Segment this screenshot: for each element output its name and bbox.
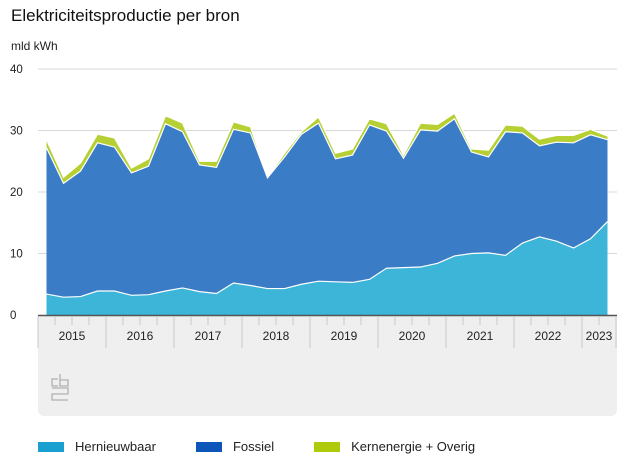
series-boundary-line: [45, 117, 608, 185]
series-boundary-line: [46, 221, 608, 298]
x-tick-label: 2017: [195, 329, 222, 343]
y-axis-label: mld kWh: [11, 39, 58, 53]
legend-label: Fossiel: [232, 439, 275, 454]
x-tick-label: 2018: [263, 329, 290, 343]
cbs-logo: [51, 374, 69, 401]
legend-item-fossiel[interactable]: Fossiel: [195, 439, 275, 454]
legend-item-kernenergie-overig[interactable]: Kernenergie + Overig: [314, 439, 475, 454]
x-axis-band: [38, 315, 617, 416]
y-tick-label: 20: [10, 187, 23, 199]
x-tick-label: 2023: [586, 329, 613, 343]
y-tick-label: 0: [10, 310, 16, 322]
x-tick-label: 2021: [467, 329, 494, 343]
y-tick-label: 40: [10, 64, 23, 76]
legend: Hernieuwbaar Fossiel Kernenergie + Overi…: [38, 439, 515, 454]
cbs-logo-stroke: [51, 378, 58, 387]
legend-swatch: [195, 441, 222, 452]
legend-label: Hernieuwbaar: [75, 439, 156, 454]
x-tick-label: 2016: [127, 329, 154, 343]
legend-label: Kernenergie + Overig: [351, 439, 476, 454]
series-boundary-line: [45, 112, 608, 179]
x-tick-label: 2020: [399, 329, 426, 343]
area-hernieuwbaar: [46, 221, 608, 315]
cbs-logo-stroke: [59, 374, 69, 387]
x-tick-label: 2015: [59, 329, 86, 343]
legend-item-hernieuwbaar[interactable]: Hernieuwbaar: [38, 439, 156, 454]
y-tick-label: 30: [10, 126, 23, 138]
chart-title: Elektriciteitsproductie per bron: [11, 6, 240, 25]
y-tick-label: 10: [10, 249, 23, 261]
legend-swatch: [314, 441, 341, 452]
cbs-logo-stroke: [51, 387, 69, 401]
x-tick-label: 2019: [331, 329, 358, 343]
legend-swatch: [38, 441, 64, 452]
x-tick-label: 2022: [535, 329, 562, 343]
area-fossiel: [46, 118, 608, 298]
